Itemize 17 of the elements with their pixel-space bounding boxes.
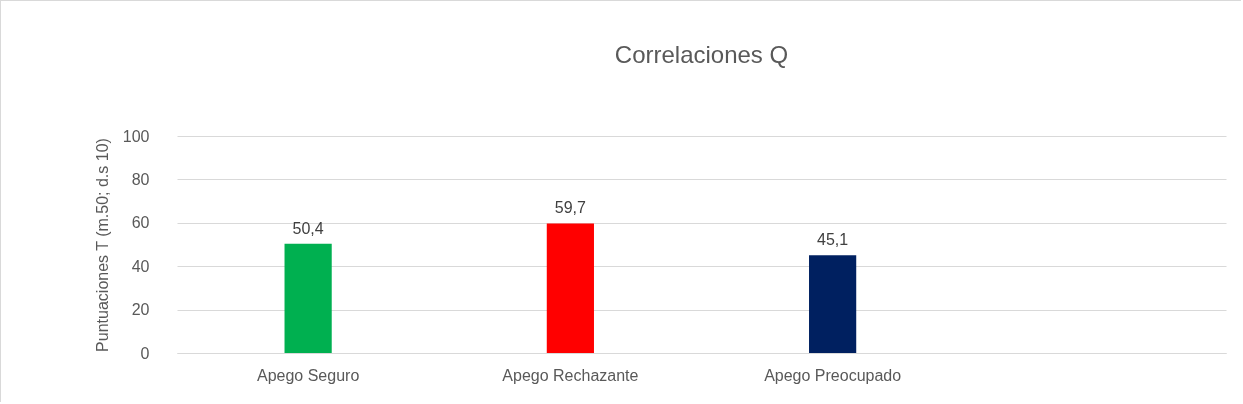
y-tick-label: 0 (140, 344, 150, 362)
x-tick-label: Apego Seguro (256, 366, 360, 384)
bar (546, 223, 594, 353)
data-label: 45,1 (817, 231, 849, 249)
chart-title: Correlaciones Q (614, 41, 789, 68)
data-label: 59,7 (554, 199, 587, 217)
y-tick-label: 100 (122, 127, 150, 145)
y-tick-label: 20 (131, 301, 150, 319)
y-tick-label: 80 (131, 170, 150, 188)
x-tick-label: Apego Preocupado (764, 366, 902, 384)
bar (284, 243, 332, 353)
x-tick-label: Apego Rechazante (502, 366, 639, 384)
y-tick-label: 60 (131, 214, 150, 232)
bar (809, 255, 857, 353)
y-axis-title: Puntuaciones T (m.50; d.s 10) (93, 138, 111, 352)
data-label: 50,4 (292, 219, 324, 237)
y-tick-label: 40 (131, 257, 150, 275)
